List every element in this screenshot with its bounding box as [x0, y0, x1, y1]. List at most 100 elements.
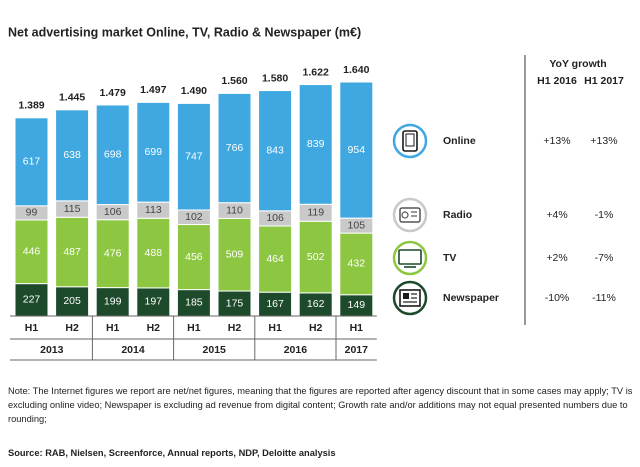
segment-label: 205: [63, 295, 81, 307]
segment-label: 105: [348, 219, 366, 231]
column-header: H1 2017: [584, 75, 624, 87]
segment-label: 509: [226, 248, 244, 260]
icon-newspaper: [392, 280, 428, 316]
growth-cell: +2%: [546, 252, 567, 264]
column-header: H1 2016: [537, 75, 577, 87]
chart: Net advertising market Online, TV, Radio…: [8, 25, 624, 361]
x-tick-label: H1: [268, 322, 282, 334]
segment-label: 747: [185, 150, 203, 162]
icon-tv: [392, 240, 428, 276]
segment-label: 502: [307, 251, 325, 263]
year-label: 2013: [40, 344, 64, 356]
x-tick-label: H1: [25, 322, 39, 334]
segment-label: 175: [226, 297, 244, 309]
segment-label: 464: [266, 253, 284, 265]
total-label: 1.497: [140, 84, 166, 96]
total-label: 1.445: [59, 92, 85, 104]
segment-label: 617: [23, 156, 41, 168]
segment-label: 113: [145, 204, 162, 216]
segment-label: 149: [348, 299, 366, 311]
bar-segment: [298, 84, 333, 205]
segment-label: 487: [63, 246, 81, 258]
segment-label: 185: [185, 297, 203, 309]
segment-label: 766: [226, 142, 244, 154]
segment-label: 839: [307, 138, 325, 150]
bar-segment: [217, 92, 252, 204]
chart-title: Net advertising market Online, TV, Radio…: [8, 25, 361, 39]
x-tick-label: H2: [65, 322, 79, 334]
segment-label: 456: [185, 251, 203, 263]
segment-label: 115: [64, 203, 81, 215]
total-label: 1.490: [181, 85, 207, 97]
total-label: 1.640: [343, 64, 369, 76]
segment-label: 638: [63, 149, 81, 161]
segment-label: 843: [266, 144, 284, 156]
segment-label: 110: [226, 204, 243, 216]
bar-segment: [258, 225, 293, 293]
segment-label: 106: [104, 206, 122, 218]
total-label: 1.622: [303, 66, 329, 78]
source: Source: RAB, Nielsen, Screenforce, Annua…: [8, 448, 336, 458]
segment-label: 954: [348, 144, 366, 156]
segment-label: 197: [145, 296, 163, 308]
bar-segment: [339, 232, 374, 296]
growth-cell: +13%: [590, 135, 617, 147]
segment-label: 446: [23, 246, 41, 258]
total-label: 1.580: [262, 72, 288, 84]
year-label: 2016: [284, 344, 308, 356]
bar-segment: [136, 217, 171, 289]
total-label: 1.560: [221, 75, 247, 87]
row-label: Online: [443, 135, 476, 147]
segment-label: 99: [26, 207, 38, 219]
icon-radio: [392, 197, 428, 233]
total-label: 1.389: [18, 100, 44, 112]
segment-label: 432: [348, 258, 366, 270]
segment-label: 102: [185, 211, 203, 223]
bar-segment: [176, 289, 211, 317]
table-title: YoY growth: [549, 58, 606, 70]
segment-label: 106: [266, 212, 284, 224]
segment-label: 162: [307, 298, 325, 310]
year-label: 2017: [345, 344, 369, 356]
bar-segment: [95, 104, 130, 206]
row-label: Radio: [443, 209, 472, 221]
growth-cell: +13%: [543, 135, 570, 147]
bar-segment: [55, 109, 90, 202]
segment-label: 699: [145, 146, 163, 158]
growth-cell: -1%: [595, 209, 614, 221]
x-tick-label: H2: [228, 322, 242, 334]
bar-segment: [55, 216, 90, 288]
bar-segment: [176, 102, 211, 211]
growth-cell: +4%: [546, 209, 567, 221]
x-tick-label: H2: [147, 322, 161, 334]
total-label: 1.479: [100, 87, 126, 99]
x-tick-label: H1: [106, 322, 120, 334]
row-label: Newspaper: [443, 292, 499, 304]
row-label: TV: [443, 252, 456, 264]
bar-segment: [176, 224, 211, 291]
segment-label: 488: [145, 247, 163, 259]
bar-segment: [95, 287, 130, 317]
bar-segment: [95, 219, 130, 289]
icon-online: [392, 123, 428, 159]
segment-label: 476: [104, 247, 122, 259]
note: Note: The Internet figures we report are…: [8, 386, 633, 424]
segment-label: 698: [104, 149, 122, 161]
year-label: 2015: [203, 344, 227, 356]
segment-label: 227: [23, 294, 41, 306]
bar-segment: [217, 217, 252, 292]
bar-segment: [14, 117, 49, 207]
bar-segment: [258, 90, 293, 212]
bar-segment: [339, 81, 374, 219]
x-tick-label: H2: [309, 322, 323, 334]
bar-segment: [136, 101, 171, 203]
growth-cell: -10%: [545, 292, 570, 304]
year-label: 2014: [121, 344, 145, 356]
segment-label: 199: [104, 296, 122, 308]
x-tick-label: H1: [187, 322, 201, 334]
growth-cell: -7%: [595, 252, 614, 264]
segment-label: 167: [266, 298, 284, 310]
segment-label: 119: [307, 207, 324, 219]
bar-segment: [298, 220, 333, 294]
